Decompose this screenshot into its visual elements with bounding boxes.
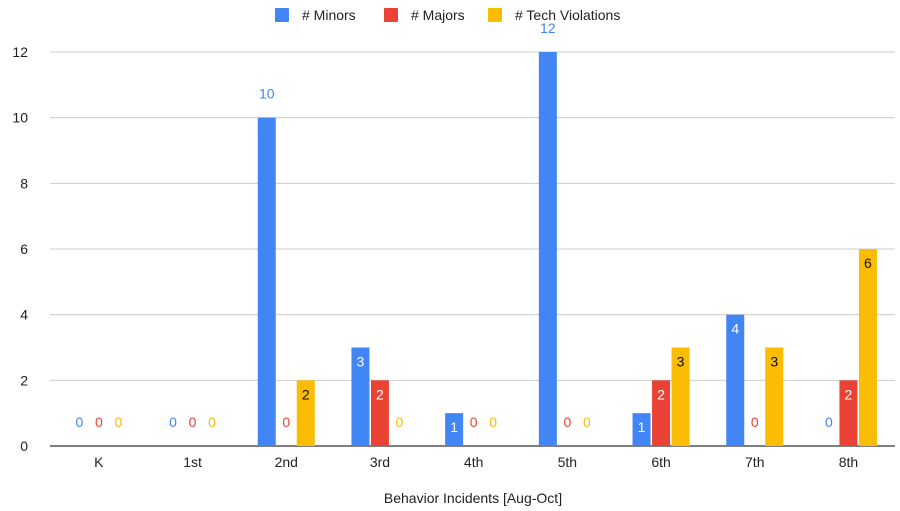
data-label: 3 — [770, 354, 778, 370]
bar — [632, 413, 651, 446]
data-label: 2 — [657, 386, 665, 402]
data-label: 6 — [864, 255, 872, 271]
x-tick-label: 6th — [651, 454, 670, 470]
data-label: 2 — [302, 386, 310, 402]
bar — [296, 380, 315, 446]
y-tick-label: 12 — [12, 44, 28, 60]
data-label: 0 — [95, 414, 103, 430]
x-tick-label: K — [94, 454, 104, 470]
bar — [671, 347, 690, 446]
data-label: 1 — [638, 419, 646, 435]
data-label: 0 — [75, 414, 83, 430]
legend-swatch — [275, 8, 289, 22]
data-label: 2 — [845, 386, 853, 402]
y-tick-label: 2 — [20, 372, 28, 388]
data-label: 0 — [114, 414, 122, 430]
data-label: 0 — [583, 414, 591, 430]
data-label: 0 — [825, 414, 833, 430]
x-tick-label: 2nd — [275, 454, 298, 470]
data-label: 0 — [470, 414, 478, 430]
data-label: 10 — [259, 86, 275, 102]
data-label: 0 — [396, 414, 404, 430]
bar — [858, 249, 877, 446]
y-tick-label: 4 — [20, 307, 28, 323]
data-label: 0 — [563, 414, 571, 430]
legend: # Minors # Majors # Tech Violations — [275, 7, 620, 23]
legend-label: # Minors — [302, 7, 356, 23]
data-label: 0 — [751, 414, 759, 430]
x-axis-title: Behavior Incidents [Aug-Oct] — [384, 490, 562, 506]
bar — [538, 52, 557, 446]
y-tick-label: 8 — [20, 175, 28, 191]
data-label: 0 — [169, 414, 177, 430]
y-tick-label: 10 — [12, 110, 28, 126]
legend-label: # Majors — [411, 7, 465, 23]
legend-swatch — [384, 8, 398, 22]
y-tick-label: 0 — [20, 438, 28, 454]
gridlines — [50, 51, 895, 447]
data-label: 4 — [731, 321, 739, 337]
data-label: 0 — [189, 414, 197, 430]
data-label: 2 — [376, 386, 384, 402]
data-label: 12 — [540, 20, 556, 36]
x-tick-label: 8th — [839, 454, 858, 470]
bar — [370, 380, 389, 446]
x-axis-ticks: K 1st 2nd 3rd 4th 5th 6th 7th 8th — [94, 454, 858, 470]
bar — [839, 380, 858, 446]
bar — [351, 347, 370, 446]
y-tick-label: 6 — [20, 241, 28, 257]
data-label: 0 — [282, 414, 290, 430]
data-label: 0 — [489, 414, 497, 430]
legend-swatch — [488, 8, 502, 22]
bar — [257, 117, 276, 447]
x-tick-label: 3rd — [370, 454, 390, 470]
x-tick-label: 4th — [464, 454, 483, 470]
x-tick-label: 7th — [745, 454, 764, 470]
data-label: 3 — [357, 354, 365, 370]
y-axis-ticks: 0 2 4 6 8 10 12 — [12, 44, 28, 454]
x-tick-label: 5th — [558, 454, 577, 470]
data-label: 3 — [677, 354, 685, 370]
bar — [726, 314, 745, 446]
data-label: 1 — [450, 419, 458, 435]
bar — [445, 413, 464, 446]
bars — [257, 52, 877, 447]
bar — [652, 380, 671, 446]
data-label: 0 — [208, 414, 216, 430]
bar — [765, 347, 784, 446]
legend-label: # Tech Violations — [515, 7, 620, 23]
x-tick-label: 1st — [183, 454, 202, 470]
